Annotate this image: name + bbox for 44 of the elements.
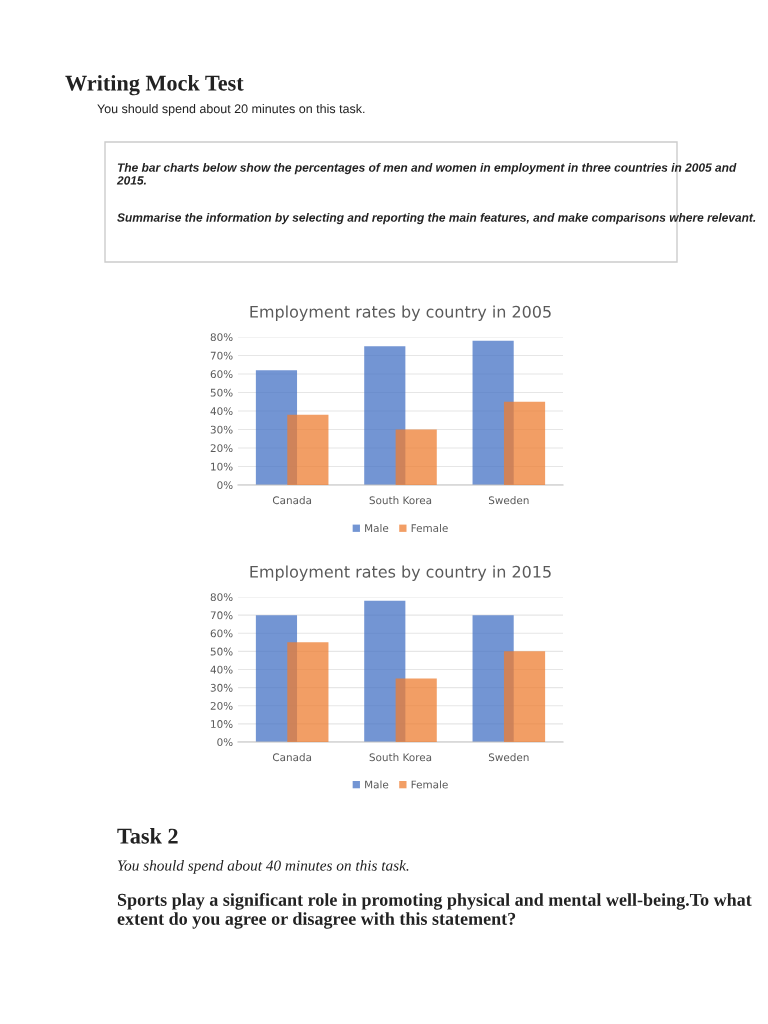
y-tick-label: 80% [210,333,233,342]
bar [395,678,437,742]
text: You should spend about 40 minutes on this task. [117,860,409,874]
y-tick-label: 30% [210,683,233,692]
x-tick-label: Sweden [488,496,529,505]
y-tick-label: 50% [210,388,233,397]
text: Summarise the information by selecting and reporting the main features, and make comparisons where relevant. [117,213,756,225]
x-tick-label: South Korea [369,496,432,505]
x-tick-label: Canada [272,753,312,762]
y-tick-label: 80% [210,593,233,602]
y-tick-label: 50% [210,647,233,656]
x-tick-label: Sweden [488,753,529,762]
y-tick-label: 70% [210,351,233,360]
bar [364,346,406,485]
text: Task 2 [117,828,178,844]
y-tick-label: 0% [217,738,233,747]
bar [503,651,546,742]
y-tick-label: 20% [210,444,233,453]
bar [287,642,329,742]
x-tick-label: South Korea [369,753,432,762]
y-tick-label: 10% [211,462,233,471]
legend-label: Female [411,523,448,533]
legend-label: Male [365,780,389,789]
chart-title: Employment rates by country in 2005 [250,305,551,321]
bar [395,429,437,485]
bar [503,401,546,485]
y-tick-label: 40% [210,407,233,416]
legend-label: Female [411,780,448,789]
y-tick-label: 40% [210,665,233,674]
y-tick-label: 70% [210,611,233,620]
text: Sports play a significant role in promoting physical and mental well-being.To what extent do you agree or disagree with this statement? [117,893,752,929]
legend-label: Male [365,523,389,533]
x-tick-label: Canada [272,496,312,505]
y-tick-label: 60% [210,370,233,379]
y-tick-label: 30% [210,425,233,434]
text: You should spend about 20 minutes on this task. [97,104,365,116]
y-tick-label: 60% [210,629,233,638]
bar [287,414,329,485]
y-tick-label: 20% [210,701,233,710]
y-tick-label: 10% [211,720,233,728]
y-tick-label: 0% [217,481,233,490]
text: The bar charts below show the percentages of men and women in employment in three countries in 2005 and 2015. [116,163,737,185]
text: Writing Mock Test [65,75,244,96]
chart-title: Employment rates by country in 2015 [250,565,551,581]
